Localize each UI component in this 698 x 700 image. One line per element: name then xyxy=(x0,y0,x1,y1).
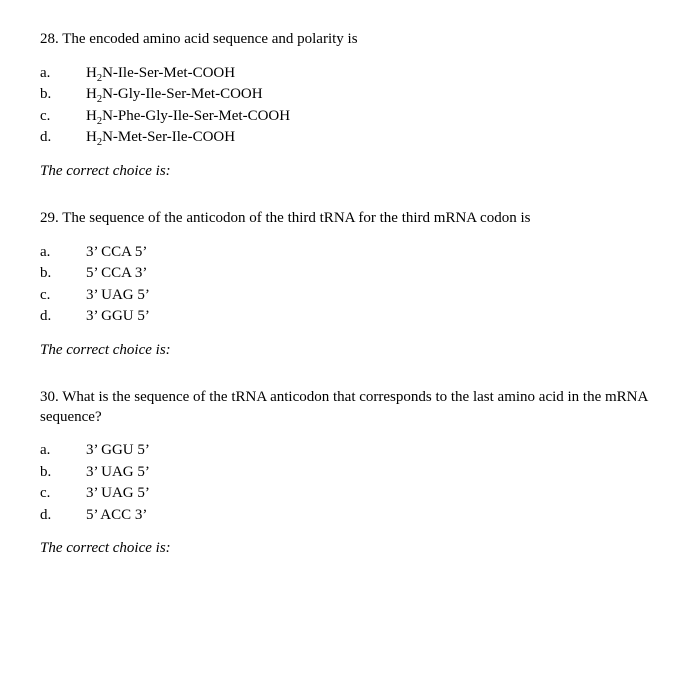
question-number: 30. xyxy=(40,389,59,405)
choice-a: a. 3’ GGU 5’ xyxy=(40,441,664,461)
question-number: 28. xyxy=(40,31,59,47)
question-stem: 30. What is the sequence of the tRNA ant… xyxy=(40,388,664,427)
question-30: 30. What is the sequence of the tRNA ant… xyxy=(40,388,664,559)
question-text: What is the sequence of the tRNA anticod… xyxy=(40,389,648,425)
correct-choice-label: The correct choice is: xyxy=(40,539,664,559)
question-number: 29. xyxy=(40,210,59,226)
choice-list: a. H2N-Ile-Ser-Met-COOH b. H2N-Gly-Ile-S… xyxy=(40,64,664,148)
question-text: The sequence of the anticodon of the thi… xyxy=(62,210,530,226)
page: 28. The encoded amino acid sequence and … xyxy=(0,0,698,589)
choice-text: 5’ CCA 3’ xyxy=(86,264,664,284)
choice-letter: b. xyxy=(40,463,86,483)
choice-text: 5’ ACC 3’ xyxy=(86,506,664,526)
choice-letter: a. xyxy=(40,441,86,461)
choice-text: H2N-Ile-Ser-Met-COOH xyxy=(86,64,664,84)
choice-text: 3’ CCA 5’ xyxy=(86,243,664,263)
correct-choice-label: The correct choice is: xyxy=(40,341,664,361)
choice-text: 3’ GGU 5’ xyxy=(86,307,664,327)
choice-letter: d. xyxy=(40,307,86,327)
choice-text: H2N-Phe-Gly-Ile-Ser-Met-COOH xyxy=(86,107,664,127)
choice-text: 3’ GGU 5’ xyxy=(86,441,664,461)
choice-letter: d. xyxy=(40,128,86,148)
choice-text: 3’ UAG 5’ xyxy=(86,286,664,306)
choice-b: b. 5’ CCA 3’ xyxy=(40,264,664,284)
choice-letter: c. xyxy=(40,286,86,306)
choice-b: b. H2N-Gly-Ile-Ser-Met-COOH xyxy=(40,85,664,105)
choice-c: c. 3’ UAG 5’ xyxy=(40,484,664,504)
choice-c: c. 3’ UAG 5’ xyxy=(40,286,664,306)
choice-letter: b. xyxy=(40,85,86,105)
question-stem: 29. The sequence of the anticodon of the… xyxy=(40,209,664,229)
choice-d: d. 3’ GGU 5’ xyxy=(40,307,664,327)
question-stem: 28. The encoded amino acid sequence and … xyxy=(40,30,664,50)
choice-b: b. 3’ UAG 5’ xyxy=(40,463,664,483)
choice-letter: a. xyxy=(40,243,86,263)
choice-list: a. 3’ CCA 5’ b. 5’ CCA 3’ c. 3’ UAG 5’ d… xyxy=(40,243,664,327)
choice-text: H2N-Met-Ser-Ile-COOH xyxy=(86,128,664,148)
choice-c: c. H2N-Phe-Gly-Ile-Ser-Met-COOH xyxy=(40,107,664,127)
choice-a: a. H2N-Ile-Ser-Met-COOH xyxy=(40,64,664,84)
choice-text: 3’ UAG 5’ xyxy=(86,463,664,483)
choice-list: a. 3’ GGU 5’ b. 3’ UAG 5’ c. 3’ UAG 5’ d… xyxy=(40,441,664,525)
choice-d: d. H2N-Met-Ser-Ile-COOH xyxy=(40,128,664,148)
question-text: The encoded amino acid sequence and pola… xyxy=(62,31,357,47)
choice-letter: a. xyxy=(40,64,86,84)
choice-letter: d. xyxy=(40,506,86,526)
choice-a: a. 3’ CCA 5’ xyxy=(40,243,664,263)
choice-d: d. 5’ ACC 3’ xyxy=(40,506,664,526)
question-28: 28. The encoded amino acid sequence and … xyxy=(40,30,664,181)
choice-text: 3’ UAG 5’ xyxy=(86,484,664,504)
choice-letter: b. xyxy=(40,264,86,284)
correct-choice-label: The correct choice is: xyxy=(40,162,664,182)
question-29: 29. The sequence of the anticodon of the… xyxy=(40,209,664,360)
choice-letter: c. xyxy=(40,107,86,127)
choice-text: H2N-Gly-Ile-Ser-Met-COOH xyxy=(86,85,664,105)
choice-letter: c. xyxy=(40,484,86,504)
